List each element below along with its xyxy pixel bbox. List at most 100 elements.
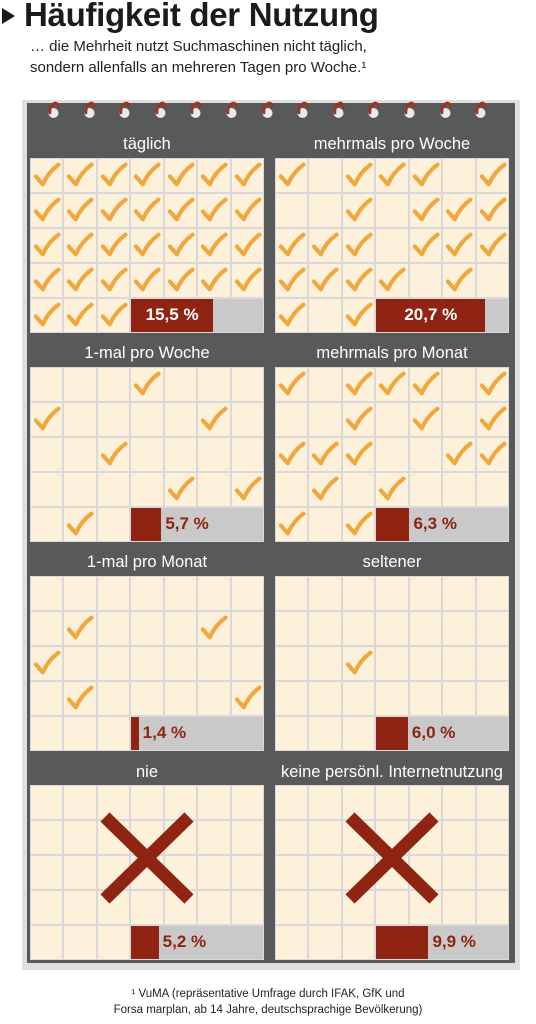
calendar-cell [409, 612, 442, 645]
checkmark-icon [67, 302, 94, 327]
checkmark-icon [345, 162, 373, 187]
calendar-cell [309, 926, 341, 959]
panel-grid-1-mal-pro-monat: 1,4 % [30, 576, 264, 751]
checkmark-icon [345, 406, 373, 431]
checkmark-icon [100, 197, 128, 222]
calendar-cell [131, 438, 163, 471]
panel-title: 1-mal pro Woche [84, 344, 210, 362]
calendar-cell [476, 473, 508, 506]
checkmark-icon [33, 406, 61, 431]
checkmark-icon [479, 371, 507, 396]
calendar-cell [64, 438, 96, 471]
checkmark-icon [345, 371, 373, 396]
calendar-cell [31, 926, 63, 959]
checkmark-icon [134, 232, 161, 257]
subtitle-line-1: … die Mehrheit nutzt Suchmaschinen nicht… [30, 38, 367, 55]
checkmark-icon [134, 162, 161, 187]
calendar-cell [64, 786, 96, 819]
calendar-cell [276, 403, 308, 436]
checkmark-icon [345, 267, 373, 292]
checkmark-icon [67, 197, 94, 222]
bar-track [131, 717, 263, 750]
checkmark-icon [134, 267, 161, 292]
checkmark-icon [479, 162, 507, 187]
calendar-cell [476, 264, 508, 297]
bar-value [131, 508, 162, 541]
checkmark-icon [33, 302, 61, 327]
checkmark-icon [379, 476, 406, 501]
data-label: 20,7 % [404, 305, 458, 324]
subtitle-line-2: sondern allenfalls an mehreren Tagen pro… [30, 59, 367, 76]
calendar-cell [198, 891, 230, 924]
checkmark-icon [201, 615, 228, 640]
calendar-cell [164, 682, 197, 715]
calendar-cell [443, 647, 475, 680]
checkmark-icon [67, 511, 94, 536]
calendar-cell [97, 473, 130, 506]
calendar-cell [198, 368, 230, 401]
calendar-cell [31, 856, 63, 889]
calendar-cell [342, 786, 375, 819]
checkmark-icon [446, 267, 473, 292]
calendar-cell [342, 577, 375, 610]
checkmark-icon [100, 441, 128, 466]
calendar-cell [276, 682, 308, 715]
calendar-cell [476, 821, 508, 854]
calendar-cell [443, 473, 475, 506]
checkmark-icon [278, 302, 306, 327]
calendar-cell [309, 647, 341, 680]
calendar-cell [31, 717, 63, 750]
calendar-cell [198, 682, 230, 715]
calendar-cell [276, 473, 308, 506]
bar-value [376, 926, 429, 959]
bar-value [131, 926, 159, 959]
calendar-cell [376, 229, 408, 262]
checkmark-icon [201, 406, 228, 431]
calendar-cell [231, 403, 263, 436]
calendar-cell [198, 856, 230, 889]
calendar-cell [276, 891, 308, 924]
panel-title: mehrmals pro Woche [313, 135, 471, 153]
data-label: 5,2 % [162, 932, 207, 951]
calendar-cell [376, 194, 408, 227]
calendar-cell [309, 786, 341, 819]
panel-title: seltener [362, 553, 422, 571]
cross-icon [345, 812, 439, 904]
calendar-cell [164, 368, 197, 401]
calendar-cell [309, 821, 341, 854]
panel-title: 1-mal pro Monat [86, 553, 208, 571]
calendar-cell [131, 473, 163, 506]
checkmark-icon [67, 162, 94, 187]
checkmark-icon [33, 197, 61, 222]
panel-grid-mehrmals-pro-monat: 6,3 % [275, 367, 509, 542]
calendar-cell [476, 856, 508, 889]
checkmark-icon [167, 232, 195, 257]
bar-value [131, 717, 139, 750]
calendar-cell [231, 577, 263, 610]
checkmark-icon [278, 162, 306, 187]
calendar-cell [476, 647, 508, 680]
checkmark-icon [234, 685, 262, 710]
checkmark-icon [100, 162, 128, 187]
calendar-cell [31, 508, 63, 541]
checkmark-icon [479, 197, 507, 222]
panel-grid-nie: 5,2 % [30, 785, 264, 960]
calendar-cell [231, 891, 263, 924]
calendar-cell [309, 717, 341, 750]
spiral-ring-icon [190, 101, 202, 118]
checkmark-icon [134, 197, 161, 222]
panel-title: mehrmals pro Monat [316, 344, 468, 362]
checkmark-icon [412, 162, 440, 187]
calendar-cell [476, 612, 508, 645]
footnote-line-2: Forsa marplan, ab 14 Jahre, deutschsprac… [113, 1004, 423, 1016]
panel-grid-mehrmals-pro-woche: 20,7 % [275, 158, 509, 333]
calendar-cell [64, 473, 96, 506]
checkmark-icon [278, 441, 306, 466]
calendar-cell [276, 647, 308, 680]
calendar-cell [376, 682, 408, 715]
calendar-cell [443, 682, 475, 715]
calendar-cell [64, 891, 96, 924]
panel-title: täglich [123, 135, 171, 153]
checkmark-icon [412, 406, 440, 431]
spiral-ring-icon [297, 101, 309, 118]
